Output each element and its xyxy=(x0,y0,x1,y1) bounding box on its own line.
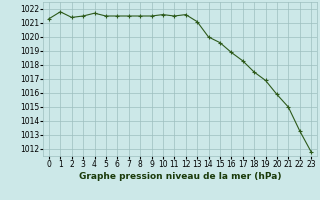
X-axis label: Graphe pression niveau de la mer (hPa): Graphe pression niveau de la mer (hPa) xyxy=(79,172,281,181)
